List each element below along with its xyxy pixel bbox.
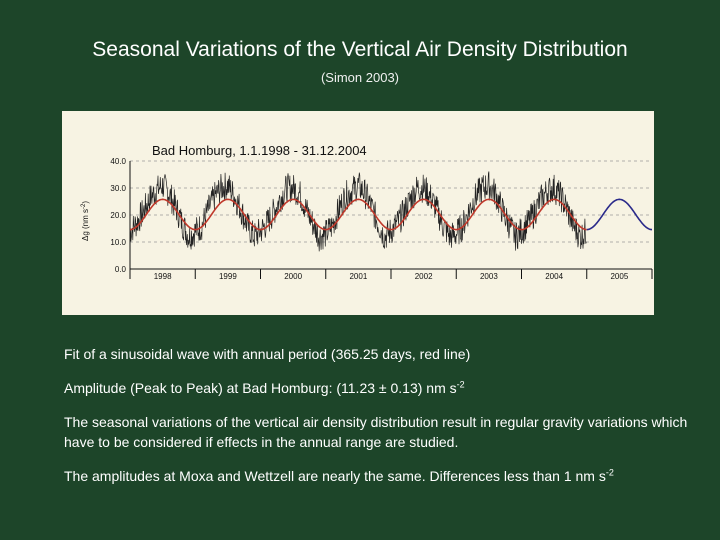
x-tick-label: 2002	[415, 272, 433, 281]
x-tick-label: 2003	[480, 272, 498, 281]
moxa-wettzell-unit-exponent: -2	[605, 467, 614, 478]
y-axis-label-end: )	[81, 201, 90, 204]
y-tick-label: 0.0	[115, 265, 127, 274]
seasonal-variation-text: The seasonal variations of the vertical …	[64, 414, 688, 450]
chart-title: Bad Homburg, 1.1.1998 - 31.12.2004	[152, 143, 367, 158]
y-tick-label: 20.0	[110, 211, 126, 220]
fit-series-line	[130, 198, 587, 231]
slide-title: Seasonal Variations of the Vertical Air …	[92, 38, 628, 61]
y-axis-label-sup: -2	[81, 203, 87, 209]
observed-series-line	[129, 171, 587, 252]
chart-series	[129, 171, 652, 252]
moxa-wettzell-text: The amplitudes at Moxa and Wettzell are …	[64, 468, 606, 484]
prediction-series-line	[586, 198, 652, 231]
y-axis-label-main: Δg (nm s	[81, 209, 90, 241]
chart-grid	[130, 160, 652, 270]
chart-axes: 0.0 10.0 20.0 30.0 40.0 1998 1999 2000 2001 2002 2…	[110, 157, 653, 281]
amplitude-line: Amplitude (Peak to Peak) at Bad Homburg:…	[64, 378, 714, 398]
x-tick-label: 2000	[284, 272, 302, 281]
x-tick-label: 1999	[219, 272, 237, 281]
x-tick-label: 2005	[610, 272, 628, 281]
x-tick-label: 2004	[545, 272, 563, 281]
fit-description: Fit of a sinusoidal wave with annual per…	[64, 346, 471, 362]
y-tick-label: 40.0	[110, 157, 126, 166]
x-tick-label: 1998	[154, 272, 172, 281]
y-tick-label: 30.0	[110, 184, 126, 193]
slide-subtitle: (Simon 2003)	[320, 70, 400, 85]
amplitude-text: Amplitude (Peak to Peak) at Bad Homburg:…	[64, 380, 457, 396]
y-axis-label: Δg (nm s-2)	[81, 201, 90, 241]
gravity-chart: 0.0 10.0 20.0 30.0 40.0 1998 1999 2000 2001 2002 2…	[81, 143, 653, 281]
y-tick-label: 10.0	[110, 238, 126, 247]
figure-frame: 0.0 10.0 20.0 30.0 40.0 1998 1999 2000 2001 2002 2…	[62, 111, 654, 315]
amplitude-unit-exponent: -2	[456, 379, 465, 390]
moxa-wettzell-line: The amplitudes at Moxa and Wettzell are …	[64, 466, 714, 486]
x-tick-label: 2001	[349, 272, 367, 281]
